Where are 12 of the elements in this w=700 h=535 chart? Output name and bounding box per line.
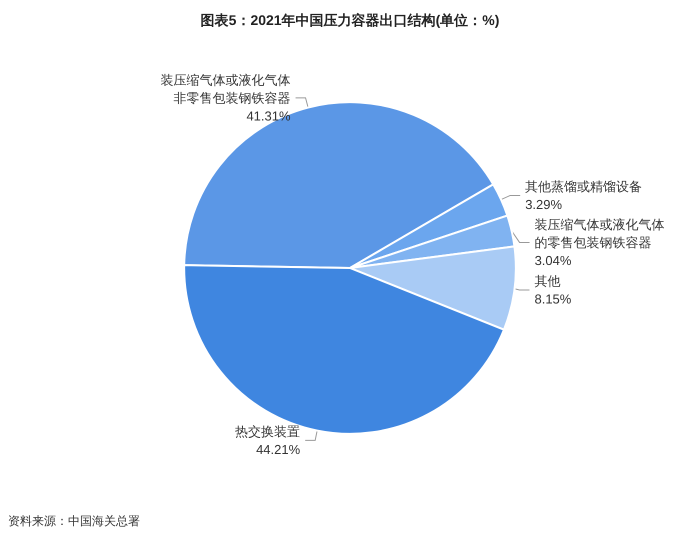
data-label: 44.21% xyxy=(256,442,301,457)
slice-label: 其他 xyxy=(534,273,560,288)
data-label: 8.15% xyxy=(534,291,572,306)
slice-label: 热交换装置 xyxy=(235,424,300,439)
slice-label: 装压缩气体或液化气体非零售包装钢铁容器 xyxy=(160,72,291,106)
data-label: 3.04% xyxy=(534,252,572,268)
data-label: 41.31% xyxy=(246,108,291,124)
chart-title: 图表5：2021年中国压力容器出口结构(单位：%) xyxy=(200,12,500,28)
slice-label: 装压缩气体或液化气体的零售包装钢铁容器 xyxy=(534,216,665,250)
data-label: 3.29% xyxy=(525,196,562,212)
text: 资料来源：中国海关总署 xyxy=(8,514,140,528)
slice-label: 其他蒸馏或精馏设备 xyxy=(525,178,642,194)
